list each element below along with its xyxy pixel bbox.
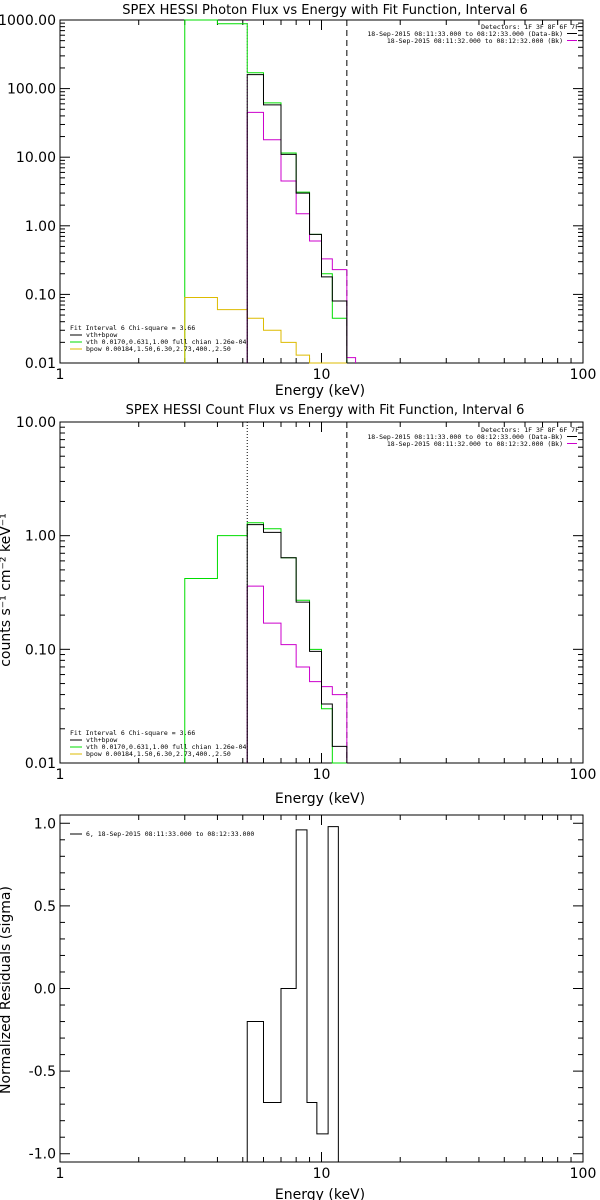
legend-label: vth 0.0170,0.631,1.00 full chian 1.26e-0… — [86, 743, 247, 751]
y-tick-label: 0.01 — [25, 756, 56, 772]
panel1-xlabel: Energy (keV) — [275, 383, 365, 399]
legend-label: vth+bpow — [86, 331, 117, 339]
info-text: 18-Sep-2015 08:11:32.000 to 08:12:32.000… — [387, 440, 563, 448]
plot-frame — [59, 814, 584, 1163]
y-tick-label: 0.01 — [25, 356, 56, 372]
y-tick-label: 1.00 — [25, 529, 56, 545]
info-text: Detectors: 1F 3F 8F 6F 7F — [481, 23, 579, 31]
x-tick-label: 100 — [570, 367, 597, 383]
y-tick-label: -0.5 — [29, 1064, 56, 1080]
legend-label: vth+bpow — [86, 736, 117, 744]
y-tick-label: 0.10 — [25, 287, 56, 303]
series-vth+bpow — [246, 524, 348, 763]
legend-header: Fit Interval 6 Chi-square = 3.66 — [70, 729, 195, 737]
y-tick-label: 1000.00 — [0, 13, 56, 29]
legend-label: vth 0.0170,0.631,1.00 full chian 1.26e-0… — [86, 338, 247, 346]
panel3-xlabel: Energy (keV) — [275, 1187, 365, 1200]
plot-frame — [59, 19, 584, 364]
plot-frame — [59, 421, 584, 764]
panel2-title: SPEX HESSI Count Flux vs Energy with Fit… — [126, 403, 525, 418]
legend-header: Fit Interval 6 Chi-square = 3.66 — [70, 324, 195, 332]
x-tick-label: 100 — [570, 1166, 597, 1182]
y-tick-label: 0.0 — [34, 982, 56, 998]
y-tick-label: 100.00 — [7, 82, 56, 98]
y-tick-label: 10.00 — [16, 150, 56, 166]
x-tick-label: 1 — [56, 367, 65, 383]
x-tick-label: 1 — [56, 767, 65, 783]
info-text: Detectors: 1F 3F 8F 6F 7F — [481, 426, 579, 434]
panel2-ylabel: counts s⁻¹ cm⁻² keV⁻¹ — [0, 513, 14, 667]
panel2-xlabel: Energy (keV) — [275, 791, 365, 807]
series-vth — [184, 522, 347, 764]
info-text: 18-Sep-2015 08:11:32.000 to 08:12:32.000… — [387, 37, 563, 45]
legend-label: bpow 0.00184,1.50,6.30,2.73,400.,2.50 — [86, 750, 231, 758]
info-text: 18-Sep-2015 08:11:33.000 to 08:12:33.000… — [367, 30, 563, 38]
y-tick-label: 1.00 — [25, 219, 56, 235]
y-tick-label: 1.0 — [34, 816, 56, 832]
x-tick-label: 10 — [313, 367, 331, 383]
info-text: 18-Sep-2015 08:11:33.000 to 08:12:33.000… — [367, 433, 563, 441]
panel2-plot: 1 10 100 0.01 0.10 1.00 10.00 Detectors: 1F 3F … — [16, 415, 596, 783]
panel1-plot: 1 10 100 0.01 0.10 1.00 10.00 100.00 1000.00 Dete… — [0, 13, 596, 383]
y-tick-label: -1.0 — [29, 1147, 56, 1163]
x-tick-label: 10 — [313, 1166, 331, 1182]
series-vth+bpow — [246, 74, 348, 363]
panel3-plot: 1 10 100 -1.0 -0.5 0.0 0.5 1.0 6, 18-Sep-2015 08… — [29, 814, 597, 1182]
y-tick-label: 0.10 — [25, 642, 56, 658]
x-tick-label: 100 — [570, 767, 597, 783]
legend-label: bpow 0.00184,1.50,6.30,2.73,400.,2.50 — [86, 345, 231, 353]
x-tick-label: 10 — [313, 767, 331, 783]
x-tick-label: 1 — [56, 1166, 65, 1182]
series-vth — [184, 19, 348, 363]
panel3-ylabel: Normalized Residuals (sigma) — [0, 886, 14, 1094]
panel1-title: SPEX HESSI Photon Flux vs Energy with Fi… — [122, 3, 528, 18]
legend-label: 6, 18-Sep-2015 08:11:33.000 to 08:12:33.… — [86, 830, 254, 838]
series-data — [246, 585, 348, 763]
y-tick-label: 0.5 — [34, 899, 56, 915]
series-residuals — [246, 826, 339, 1162]
series-bpow — [184, 297, 347, 364]
y-tick-label: 10.00 — [16, 415, 56, 431]
